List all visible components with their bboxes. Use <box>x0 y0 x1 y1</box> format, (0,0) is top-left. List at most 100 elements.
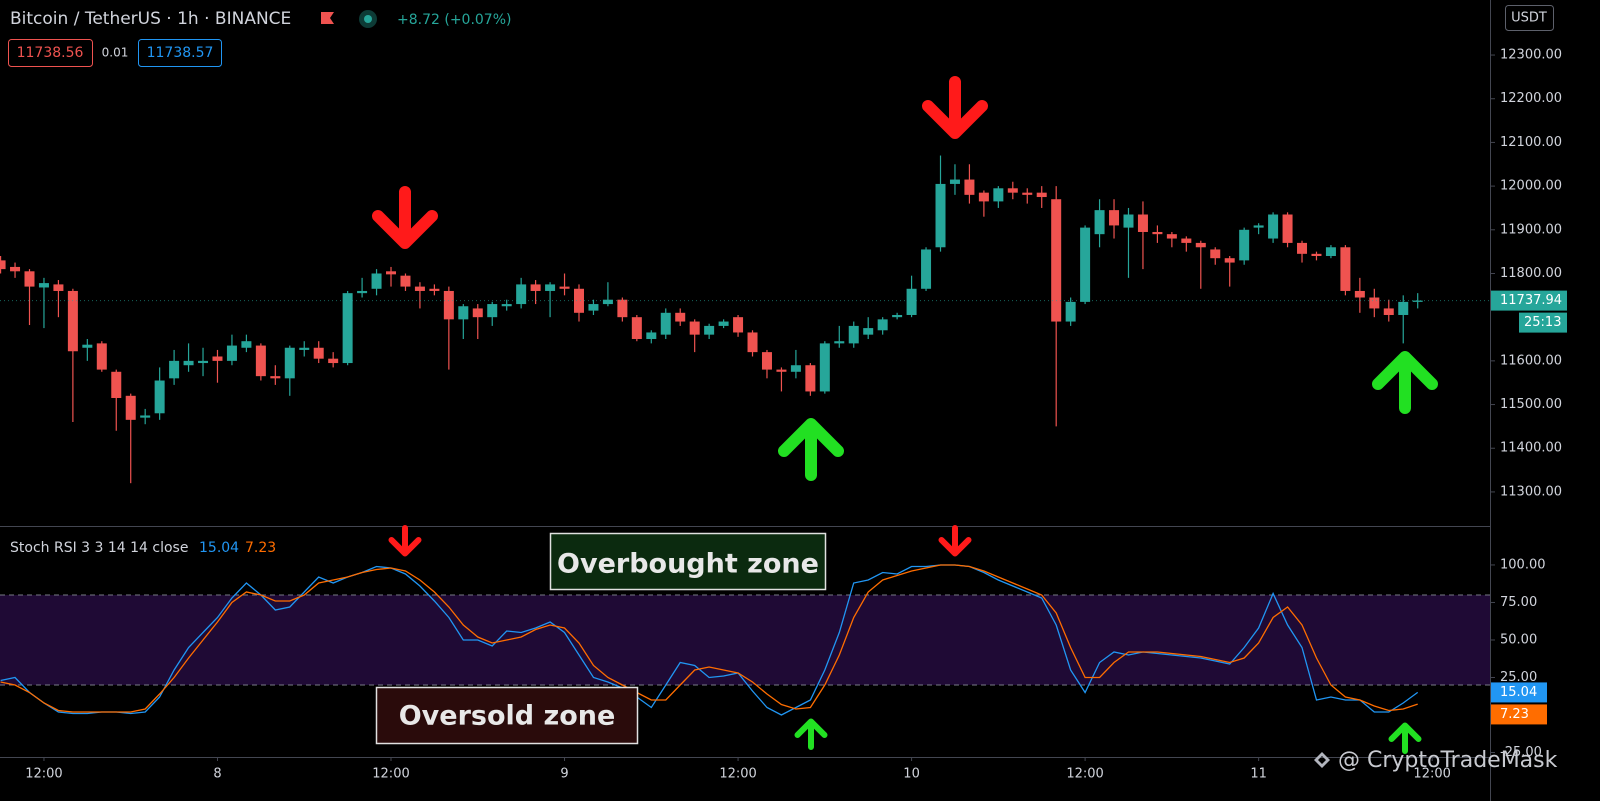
candle-body <box>328 358 339 364</box>
y-tick-label: 12100.00 <box>1500 135 1562 150</box>
arrows <box>372 76 1438 754</box>
watermark: @ CryptoTradeMask <box>1338 748 1558 773</box>
stoch-line <box>0 564 1418 713</box>
spread: 0.01 <box>102 46 129 60</box>
candle-body <box>1297 242 1308 254</box>
y-tick-label: 11400.00 <box>1500 441 1562 456</box>
currency-box[interactable] <box>1505 5 1554 31</box>
candle-body <box>834 341 845 344</box>
down-arrow <box>372 186 438 249</box>
candle-body <box>299 347 310 350</box>
candle-body <box>270 376 281 379</box>
y-tick-label: 11600.00 <box>1500 353 1562 368</box>
candle-body <box>631 317 642 340</box>
candle-body <box>472 308 483 318</box>
candle-body <box>617 299 628 318</box>
symbol-title: Bitcoin / TetherUS · 1h · BINANCE <box>10 9 291 29</box>
x-tick-label: 12:00 <box>719 767 756 782</box>
candle-body <box>1065 301 1076 322</box>
x-tick-label: 11 <box>1250 767 1267 782</box>
candle-body <box>1268 214 1279 239</box>
overbought-box <box>549 532 827 591</box>
candle-body <box>819 343 830 392</box>
candle-body <box>429 288 440 291</box>
currency: USDT <box>1511 11 1547 26</box>
candle-body <box>371 273 382 289</box>
stoch-line <box>0 564 1419 716</box>
candle-body <box>761 352 772 370</box>
status-dot <box>364 15 372 23</box>
candle-body <box>1369 297 1380 309</box>
value-tag-label: 15.04 <box>1500 685 1537 700</box>
candle-body <box>125 395 136 420</box>
candle-body <box>1051 199 1062 322</box>
candle-body <box>1311 253 1322 257</box>
candle-body <box>53 284 64 291</box>
candle-body <box>226 345 237 361</box>
y-tick-label: 11500.00 <box>1500 397 1562 412</box>
y-tick-label: 11300.00 <box>1500 484 1562 499</box>
y-tick-label: 50.00 <box>1500 632 1537 647</box>
ask-price: 11738.57 <box>147 45 214 61</box>
candle-body <box>96 343 107 370</box>
candle-body <box>414 286 425 291</box>
candle-body <box>949 179 960 184</box>
down-arrow-small <box>388 525 422 557</box>
candle-body <box>704 325 715 335</box>
candle-body <box>38 283 49 288</box>
candle-body <box>24 271 35 287</box>
candle-body <box>588 304 599 311</box>
candle-body <box>1412 300 1423 302</box>
overbought-label: Overbought zone <box>557 549 819 580</box>
candle-body <box>1137 214 1148 232</box>
band-fill <box>0 594 1490 685</box>
plot-layer: 12:00 8 12:00 9 12:00 10 12:00 11 12:00 11300.00 1… <box>0 48 1562 782</box>
candle-body <box>805 365 816 392</box>
candle-body <box>255 345 266 377</box>
oversold-label: Oversold zone <box>399 701 616 732</box>
y-tick-label: -25.00 <box>1500 745 1542 760</box>
candle-body <box>790 365 801 372</box>
bid-box[interactable] <box>8 39 93 67</box>
candle-body <box>516 284 527 305</box>
candle-body <box>458 306 469 320</box>
candle-body <box>1239 229 1250 261</box>
candle-body <box>1383 308 1394 315</box>
candle-body <box>718 321 729 326</box>
candle-body <box>443 290 454 320</box>
x-tick-label: 10 <box>903 767 920 782</box>
candle-body <box>1282 214 1293 243</box>
y-tick-label: 11800.00 <box>1500 266 1562 281</box>
candle-body <box>935 183 946 248</box>
candle-body <box>964 179 975 195</box>
k-legend-value: 15.04 <box>199 540 239 556</box>
x-tick-label: 9 <box>560 767 568 782</box>
candle-body <box>747 332 758 353</box>
candle-body <box>183 360 194 366</box>
candle-body <box>400 275 411 287</box>
candle-body <box>545 284 556 291</box>
candle-body <box>776 369 787 372</box>
axis-tags: 11737.94 25:13 15.04 7.23 <box>0 290 1567 725</box>
candle-body <box>1123 214 1134 228</box>
x-tick-label: 12:00 <box>1066 767 1103 782</box>
candle-body <box>111 371 122 398</box>
last-price-tag <box>1491 290 1567 311</box>
x-tick-label: 12:00 <box>372 767 409 782</box>
candle-body <box>241 341 252 348</box>
candle-body <box>877 319 888 331</box>
ask-box[interactable] <box>138 39 222 67</box>
candle-body <box>1166 234 1177 239</box>
candle-body <box>1195 242 1206 248</box>
countdown-label: 25:13 <box>1524 315 1561 330</box>
candle-body <box>530 284 541 291</box>
candle-body <box>1325 247 1336 257</box>
candle-body <box>154 380 165 414</box>
candle-body <box>660 312 671 335</box>
candle-body <box>646 332 657 340</box>
candle-body <box>1340 247 1351 291</box>
up-arrow-small <box>1388 722 1422 754</box>
y-tick-label: 75.00 <box>1500 595 1537 610</box>
flag-icon[interactable] <box>321 12 334 24</box>
d-legend-value: 7.23 <box>245 540 276 556</box>
